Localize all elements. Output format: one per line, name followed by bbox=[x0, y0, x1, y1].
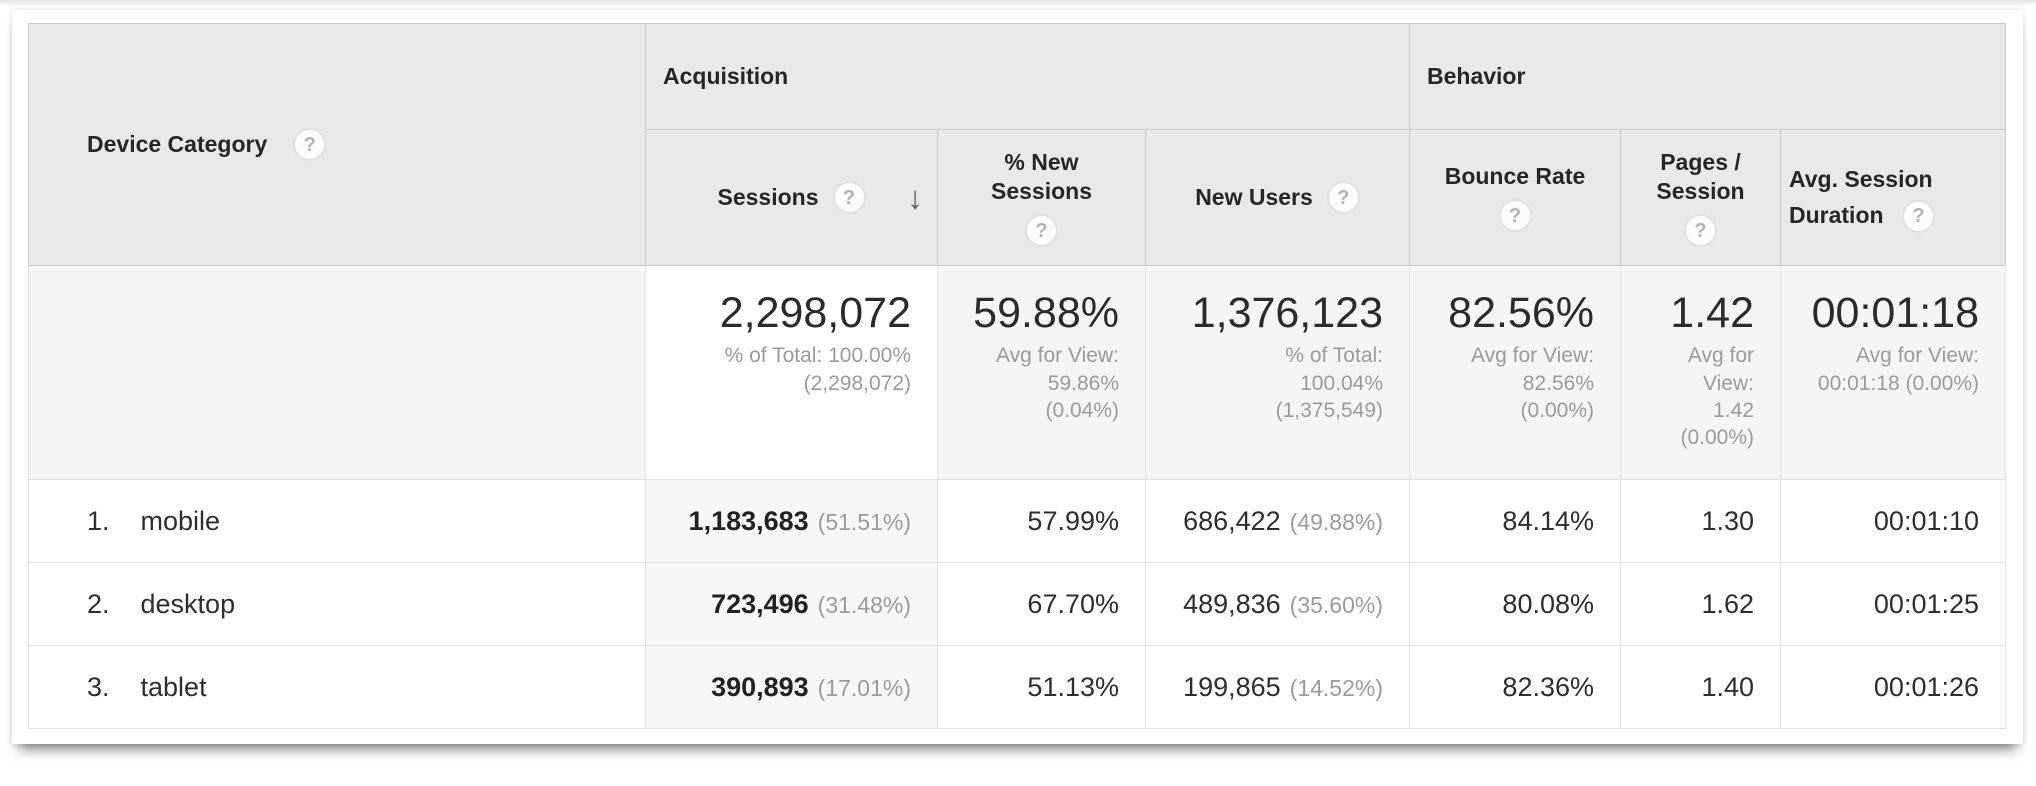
new-users-value: 686,422 bbox=[1183, 505, 1281, 536]
column-header-bounce-rate[interactable]: Bounce Rate ? bbox=[1409, 129, 1621, 266]
ga-data-table: Device Category ? Acquisition Behavior bbox=[28, 23, 2007, 729]
group-header-acquisition: Acquisition bbox=[645, 23, 1410, 130]
cell-pct-new-sessions: 67.70% bbox=[937, 562, 1146, 646]
cell-sessions: 390,893 (17.01%) bbox=[645, 645, 938, 729]
report-card: Device Category ? Acquisition Behavior bbox=[12, 10, 2023, 744]
summary-note: Avg for View: 1.42 (0.00%) bbox=[1680, 344, 1754, 450]
table-row-tablet: 3. tablet 390,893 (17.01%) 51.13% 199,865… bbox=[28, 645, 2007, 729]
summary-note: % of Total: 100.04% (1,375,549) bbox=[1275, 344, 1383, 422]
table-row-mobile: 1. mobile 1,183,683 (51.51%) 57.99% 686,4… bbox=[28, 479, 2007, 563]
summary-cell-bounce-rate: 82.56% Avg for View: 82.56% (0.00%) bbox=[1409, 265, 1621, 480]
sessions-value: 390,893 bbox=[711, 671, 809, 702]
summary-value: 2,298,072 bbox=[719, 289, 911, 337]
row-dimension-cell: 1. mobile bbox=[28, 479, 646, 563]
cell-sessions: 723,496 (31.48%) bbox=[645, 562, 938, 646]
column-header-avg-session-duration[interactable]: Avg. Session Duration ? bbox=[1779, 129, 2007, 266]
help-icon[interactable]: ? bbox=[1326, 181, 1360, 214]
cell-pages-per-session: 1.40 bbox=[1620, 645, 1781, 729]
row-rank: 2. bbox=[87, 588, 110, 619]
summary-cell-sessions: 2,298,072 % of Total: 100.00% (2,298,072… bbox=[645, 265, 938, 480]
help-icon[interactable]: ? bbox=[293, 128, 327, 161]
summary-note: Avg for View: 82.56% (0.00%) bbox=[1471, 344, 1594, 422]
row-label: desktop bbox=[140, 588, 236, 619]
help-icon[interactable]: ? bbox=[832, 181, 866, 214]
page-top-shadow bbox=[0, 0, 2036, 7]
cell-avg-session-duration: 00:01:25 bbox=[1779, 562, 2007, 646]
sessions-value: 1,183,683 bbox=[688, 505, 809, 536]
cell-new-users: 489,836 (35.60%) bbox=[1145, 562, 1410, 646]
help-icon[interactable]: ? bbox=[1684, 214, 1717, 248]
column-group-header-row: Device Category ? Acquisition Behavior bbox=[28, 23, 2007, 266]
column-header-pct-new-sessions[interactable]: % New Sessions ? bbox=[937, 129, 1146, 266]
new-users-share: (35.60%) bbox=[1289, 591, 1383, 618]
sort-descending-arrow-icon: ↓ bbox=[907, 179, 923, 215]
row-rank: 1. bbox=[87, 505, 110, 536]
new-users-value: 199,865 bbox=[1183, 671, 1281, 702]
row-rank: 3. bbox=[87, 671, 110, 702]
cell-new-users: 686,422 (49.88%) bbox=[1145, 479, 1410, 563]
sessions-share: (31.48%) bbox=[817, 591, 911, 618]
cell-bounce-rate: 84.14% bbox=[1409, 479, 1621, 563]
cell-bounce-rate: 80.08% bbox=[1409, 562, 1621, 646]
cell-sessions: 1,183,683 (51.51%) bbox=[645, 479, 938, 563]
summary-dimension-cell bbox=[28, 265, 646, 480]
column-header-pages-per-session-label: Pages / Session bbox=[1656, 148, 1745, 204]
totals-summary-row: 2,298,072 % of Total: 100.00% (2,298,072… bbox=[28, 265, 2007, 480]
row-label: tablet bbox=[140, 671, 207, 702]
cell-pct-new-sessions: 57.99% bbox=[937, 479, 1146, 563]
sessions-share: (51.51%) bbox=[817, 508, 911, 535]
help-icon[interactable]: ? bbox=[1025, 214, 1058, 248]
row-label: mobile bbox=[140, 505, 221, 536]
row-dimension-cell: 3. tablet bbox=[28, 645, 646, 729]
sessions-value: 723,496 bbox=[711, 588, 809, 619]
summary-cell-pct-new-sessions: 59.88% Avg for View: 59.86% (0.04%) bbox=[937, 265, 1146, 480]
sessions-share: (17.01%) bbox=[817, 674, 911, 701]
summary-cell-pages-per-session: 1.42 Avg for View: 1.42 (0.00%) bbox=[1620, 265, 1781, 480]
column-header-sessions-label: Sessions bbox=[717, 184, 819, 210]
dimension-column-header[interactable]: Device Category ? bbox=[28, 23, 646, 266]
cell-new-users: 199,865 (14.52%) bbox=[1145, 645, 1410, 729]
column-header-new-users-label: New Users bbox=[1195, 184, 1313, 210]
group-header-behavior: Behavior bbox=[1408, 23, 2007, 130]
new-users-share: (14.52%) bbox=[1289, 674, 1383, 701]
table-container: Device Category ? Acquisition Behavior bbox=[28, 23, 2007, 729]
cell-bounce-rate: 82.36% bbox=[1409, 645, 1621, 729]
summary-value: 1,376,123 bbox=[1191, 289, 1383, 337]
row-dimension-cell: 2. desktop bbox=[28, 562, 646, 646]
cell-avg-session-duration: 00:01:10 bbox=[1779, 479, 2007, 563]
table-row-desktop: 2. desktop 723,496 (31.48%) 67.70% 489,83… bbox=[28, 562, 2007, 646]
metric-header-row: Sessions ? ↓ % New Sessions ? New Us bbox=[29, 129, 2007, 266]
column-header-bounce-rate-label: Bounce Rate bbox=[1444, 163, 1586, 189]
new-users-share: (49.88%) bbox=[1289, 508, 1383, 535]
cell-avg-session-duration: 00:01:26 bbox=[1779, 645, 2007, 729]
summary-cell-new-users: 1,376,123 % of Total: 100.04% (1,375,549… bbox=[1145, 265, 1410, 480]
cell-pages-per-session: 1.62 bbox=[1620, 562, 1781, 646]
column-header-pct-new-sessions-label: % New Sessions bbox=[991, 148, 1092, 204]
group-header-acquisition-label: Acquisition bbox=[663, 63, 789, 89]
summary-note: Avg for View: 59.86% (0.04%) bbox=[996, 344, 1119, 422]
group-header-behavior-label: Behavior bbox=[1427, 63, 1526, 89]
summary-value: 00:01:18 bbox=[1811, 289, 1980, 337]
cell-pages-per-session: 1.30 bbox=[1620, 479, 1781, 563]
dimension-column-label: Device Category bbox=[87, 131, 268, 157]
summary-note: Avg for View: 00:01:18 (0.00%) bbox=[1817, 344, 1980, 395]
summary-value: 82.56% bbox=[1448, 289, 1594, 337]
new-users-value: 489,836 bbox=[1183, 588, 1281, 619]
column-header-new-users[interactable]: New Users ? bbox=[1145, 129, 1410, 266]
summary-note: % of Total: 100.00% (2,298,072) bbox=[724, 344, 911, 395]
column-header-avg-session-duration-label: Avg. Session Duration bbox=[1789, 165, 1933, 228]
summary-value: 59.88% bbox=[973, 289, 1119, 337]
summary-value: 1.42 bbox=[1670, 289, 1754, 337]
column-header-pages-per-session[interactable]: Pages / Session ? bbox=[1620, 129, 1781, 266]
help-icon[interactable]: ? bbox=[1901, 199, 1935, 233]
help-icon[interactable]: ? bbox=[1498, 199, 1532, 232]
cell-pct-new-sessions: 51.13% bbox=[937, 645, 1146, 729]
summary-cell-avg-session-duration: 00:01:18 Avg for View: 00:01:18 (0.00%) bbox=[1779, 265, 2007, 480]
column-header-sessions[interactable]: Sessions ? ↓ bbox=[645, 129, 938, 266]
